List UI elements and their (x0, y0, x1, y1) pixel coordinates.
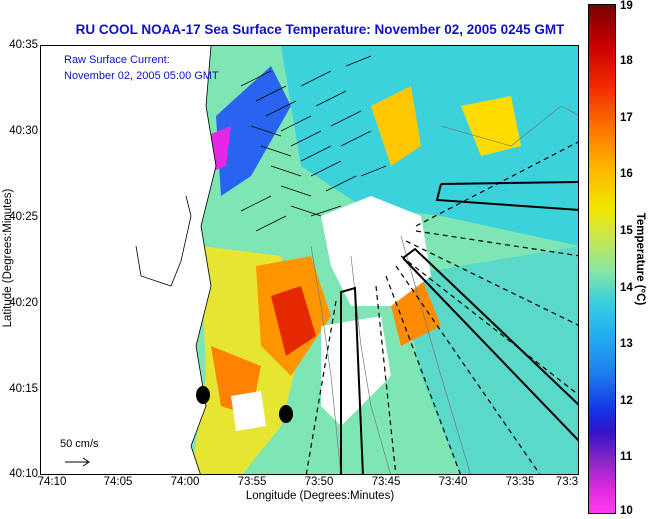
cyan-region (281, 46, 578, 246)
sst-map-svg (41, 46, 578, 474)
xtick: 73:50 (304, 476, 334, 488)
ytick: 40:35 (9, 39, 38, 51)
contour-1 (310, 245, 342, 474)
colorbar-tick: 18 (620, 55, 633, 67)
xtick: 74:05 (103, 476, 133, 488)
sector-box-1 (435, 181, 578, 211)
land-area (41, 46, 216, 474)
xtick: 74:00 (170, 476, 200, 488)
colorbar-tick: 10 (620, 505, 633, 517)
colorbar-tick: 19 (620, 0, 633, 12)
station-marker-1 (196, 386, 210, 404)
inner-coastline (135, 195, 192, 287)
colorbar-tick: 15 (620, 225, 633, 237)
xtick: 73:35 (505, 476, 535, 488)
warm-patch-6 (461, 96, 521, 156)
sector-box-3 (340, 286, 364, 474)
xtick: 73:40 (438, 476, 468, 488)
cold-coast (216, 66, 291, 196)
colorbar-tick: 11 (620, 451, 633, 463)
colorbar-tick: 14 (620, 282, 633, 294)
contour-4 (440, 105, 578, 147)
white-cloud-1 (321, 196, 431, 306)
colorbar-tick: 12 (620, 395, 633, 407)
station-marker-2 (279, 405, 293, 423)
ytick: 40:25 (9, 211, 38, 223)
xtick: 74:10 (37, 476, 67, 488)
coastline (190, 46, 217, 474)
temperature-colorbar (588, 4, 616, 514)
colorbar-tick: 17 (620, 112, 633, 124)
contour-3 (400, 235, 471, 474)
ytick: 40:20 (9, 297, 38, 309)
current-vectors (240, 55, 387, 232)
xtick: 73:3 (555, 476, 579, 488)
ytick: 40:15 (9, 383, 38, 395)
sst-map[interactable] (40, 45, 579, 475)
colorbar-label: Temperature (°C) (634, 212, 646, 306)
current-time: November 02, 2005 05:00 GMT (64, 70, 219, 82)
ytick: 40:30 (9, 125, 38, 137)
colorbar-tick: 16 (620, 168, 633, 180)
warm-patch-2 (271, 286, 316, 356)
map-title: RU COOL NOAA-17 Sea Surface Temperature:… (75, 22, 565, 37)
xtick: 73:45 (371, 476, 401, 488)
white-cloud-2 (321, 316, 391, 426)
scale-label: 50 cm/s (60, 438, 99, 450)
sector-box-2 (402, 247, 578, 442)
white-cloud-3 (231, 391, 266, 431)
xtick: 73:55 (237, 476, 267, 488)
ytick: 40:10 (9, 468, 38, 480)
current-label: Raw Surface Current: (64, 54, 170, 66)
warm-patch-5 (371, 86, 421, 166)
y-axis-label: Latitude (Degrees:Minutes) (2, 188, 14, 328)
colorbar-tick: 13 (620, 338, 633, 350)
x-axis-label: Longitude (Degrees:Minutes) (245, 490, 395, 502)
